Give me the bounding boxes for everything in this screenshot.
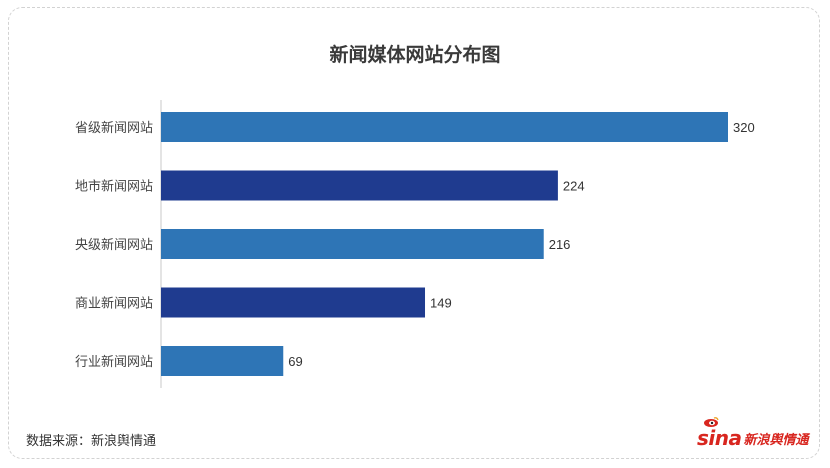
- sina-eye-icon: [704, 417, 719, 427]
- logo-sina-text: sina: [697, 426, 742, 450]
- bar-2: [161, 170, 558, 201]
- value-label: 149: [430, 296, 452, 311]
- value-label: 320: [733, 120, 755, 135]
- bar-5: [161, 346, 284, 376]
- category-label: 地市新闻网站: [75, 179, 153, 195]
- logo-brand-text: 新浪舆情通: [743, 432, 809, 448]
- bar-1: [161, 112, 728, 142]
- sina-logo: sina 新浪舆情通: [697, 417, 809, 452]
- chart-frame: [8, 7, 820, 459]
- bars-group: 省级新闻网站 320 地市新闻网站 224 央级新闻网站 216 商业新闻网站 149 行业新闻…: [75, 112, 755, 376]
- logo-sina-mark: sina: [697, 417, 742, 450]
- bar-3: [161, 229, 544, 259]
- category-label: 商业新闻网站: [75, 296, 153, 312]
- chart-title: 新闻媒体网站分布图: [329, 44, 501, 66]
- value-label: 69: [288, 354, 302, 369]
- category-label: 行业新闻网站: [75, 354, 153, 370]
- category-label: 央级新闻网站: [75, 237, 153, 253]
- category-label: 省级新闻网站: [75, 120, 153, 136]
- value-label: 224: [563, 179, 585, 194]
- bar-4: [161, 287, 426, 318]
- data-source: 数据来源：新浪舆情通: [26, 434, 157, 449]
- value-label: 216: [549, 237, 571, 252]
